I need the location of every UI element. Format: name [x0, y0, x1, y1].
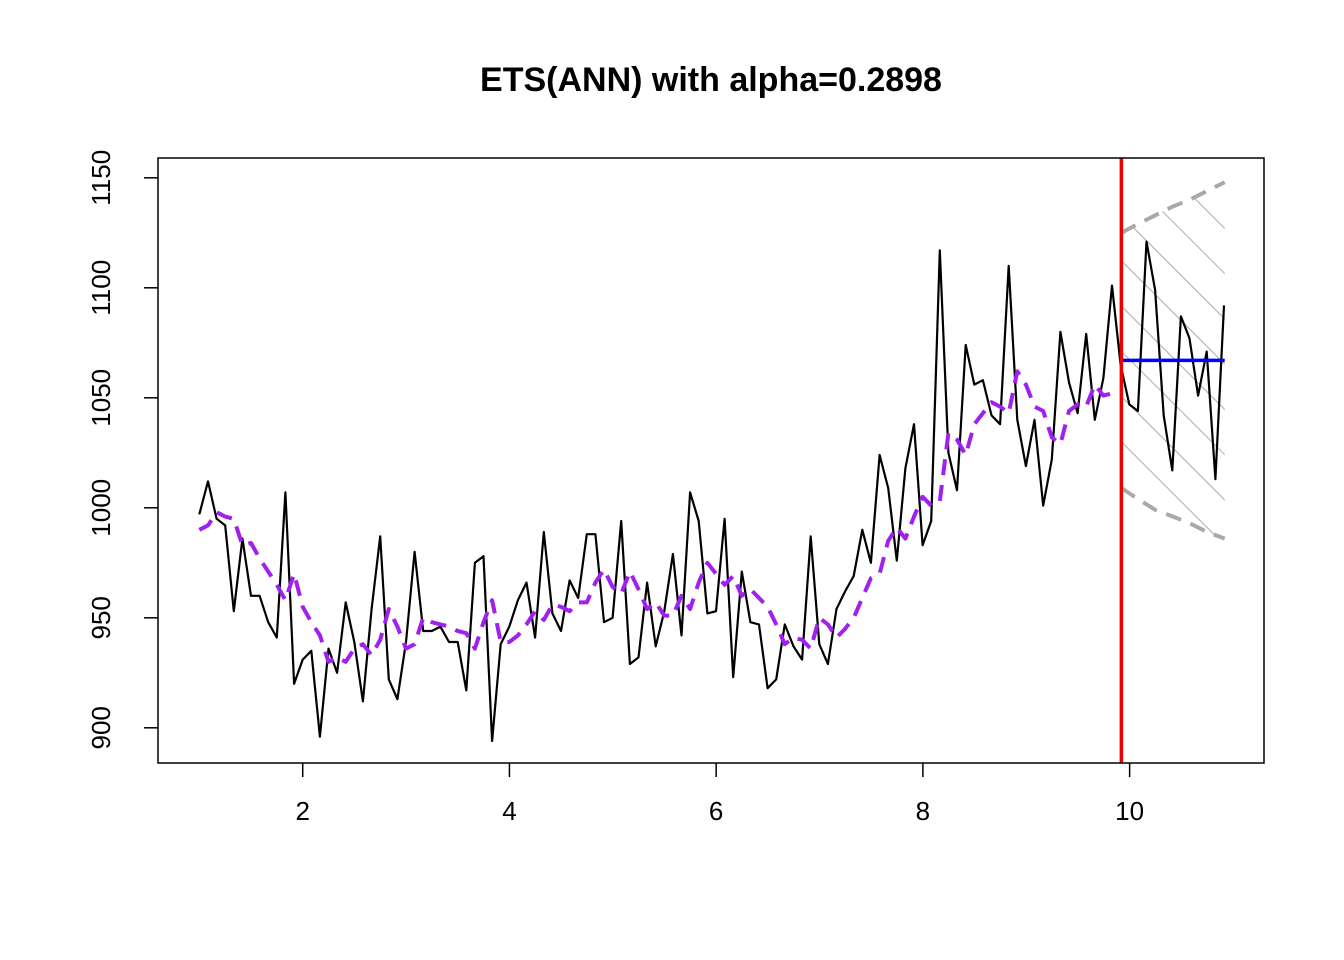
x-tick-label: 10: [1115, 796, 1144, 826]
plot-frame: [157, 157, 1265, 764]
axes: 2 4 6 8 10 900 950 1000 1050 1100 1150: [86, 150, 1144, 826]
x-tick-label: 4: [502, 796, 516, 826]
y-tick-label: 900: [86, 706, 116, 749]
y-tick-label: 1000: [86, 479, 116, 537]
fitted-series-line: [198, 369, 1113, 664]
y-tick-label: 1100: [86, 260, 116, 316]
lower-bound-line: [1120, 486, 1226, 541]
y-tick-label: 1050: [86, 369, 116, 427]
x-tick-label: 6: [709, 796, 723, 826]
plot-area: [198, 158, 1226, 763]
actuals-series-line: [198, 240, 1226, 743]
upper-bound-line: [1120, 180, 1226, 235]
y-tick-label: 1150: [86, 150, 116, 206]
x-tick-label: 8: [916, 796, 930, 826]
y-tick-label: 950: [86, 596, 116, 639]
chart-title: ETS(ANN) with alpha=0.2898: [480, 61, 942, 99]
x-tick-label: 2: [295, 796, 309, 826]
